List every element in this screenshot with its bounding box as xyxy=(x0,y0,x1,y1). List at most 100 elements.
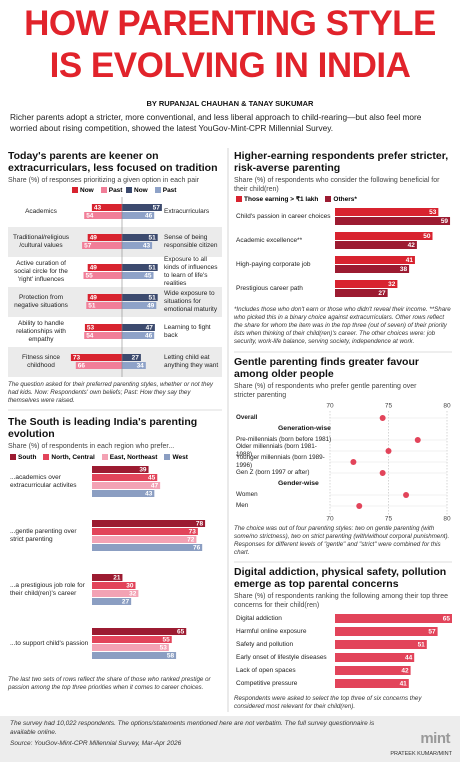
value-label: 27 xyxy=(132,355,140,362)
value-label: 46 xyxy=(145,333,153,340)
value-label: 57 xyxy=(84,243,92,250)
legend-swatch xyxy=(126,187,132,193)
chart-title: Today's parents are keener on extracurri… xyxy=(8,150,218,174)
legend-swatch xyxy=(100,187,107,193)
bar xyxy=(335,627,438,636)
legend: Those earning > ₹1 lakh Others* xyxy=(236,196,357,204)
bar xyxy=(335,280,398,288)
bar xyxy=(122,272,154,279)
category-label: Safety and pollution xyxy=(236,640,294,648)
bar xyxy=(84,212,122,219)
value-label: 32 xyxy=(388,281,396,288)
bar xyxy=(92,652,177,659)
bar xyxy=(92,474,158,481)
value-label: 65 xyxy=(443,616,451,623)
footer-band xyxy=(0,716,460,762)
group-label: Gender-wise xyxy=(278,480,319,487)
bar xyxy=(92,528,198,535)
value-label: 42 xyxy=(401,668,409,675)
chart-title: Digital addiction, physical safety, poll… xyxy=(234,566,447,590)
legend-swatch xyxy=(10,454,16,460)
legend-item: Now xyxy=(126,187,148,195)
chart-note: The question asked for their preferred p… xyxy=(8,381,213,404)
category-label: Lack of open spaces xyxy=(236,666,296,674)
right-label: Learning to fight back xyxy=(164,324,211,339)
category-label: ...to support child's passion xyxy=(10,639,89,647)
value-label: 76 xyxy=(193,545,201,552)
bar xyxy=(82,242,122,249)
bar xyxy=(92,482,161,489)
value-label: 53 xyxy=(160,645,168,652)
value-label: 27 xyxy=(378,290,386,297)
chart-subtitle: Share (%) of respondents ranking the fol… xyxy=(234,593,449,609)
dot xyxy=(385,448,392,454)
bar xyxy=(122,212,155,219)
bar xyxy=(92,490,155,497)
bar xyxy=(335,614,452,623)
bar xyxy=(92,466,149,473)
value-label: 21 xyxy=(113,575,121,582)
legend: Now Past xyxy=(72,187,122,195)
chart-subtitle: Share (%) of respondents who consider th… xyxy=(234,177,440,193)
legend-item: South xyxy=(10,454,36,462)
value-label: 43 xyxy=(94,205,102,212)
bar xyxy=(335,289,388,297)
right-label: Exposure to all kinds of influences to l… xyxy=(164,256,218,287)
bar xyxy=(87,264,122,271)
bar xyxy=(335,679,409,688)
value-label: 44 xyxy=(405,655,413,662)
x-tick-label: 80 xyxy=(443,516,451,523)
bar xyxy=(335,208,439,216)
value-label: 65 xyxy=(177,629,185,636)
category-label: Early onset of lifestyle diseases xyxy=(236,653,327,661)
legend-label: Past xyxy=(108,187,123,194)
legend-swatch xyxy=(236,196,242,202)
footer-note: The survey had 10,022 respondents. The o… xyxy=(10,720,375,736)
value-label: 51 xyxy=(418,642,426,649)
bar xyxy=(92,574,123,581)
legend-swatch xyxy=(154,187,161,193)
legend: Now Past xyxy=(126,187,176,195)
chart-note: The choice was out of four parenting sty… xyxy=(234,525,450,556)
bar xyxy=(92,598,132,605)
legend-label: Now xyxy=(80,187,94,194)
category-label: Academic excellence** xyxy=(236,236,303,244)
value-label: 34 xyxy=(137,363,145,370)
value-label: 66 xyxy=(78,363,86,370)
legend-label: South xyxy=(18,454,37,461)
value-label: 43 xyxy=(143,243,151,250)
category-label: ...gentle parenting over strict parentin… xyxy=(10,527,77,543)
value-label: 39 xyxy=(139,467,147,474)
bar xyxy=(84,324,122,331)
bar xyxy=(122,332,155,339)
bar xyxy=(91,204,122,211)
value-label: 58 xyxy=(167,653,175,660)
legend-item: East, Northeast xyxy=(101,454,157,462)
legend-swatch xyxy=(72,187,78,193)
chart-subtitle: Share (%) of respondents in each region … xyxy=(8,443,175,450)
bar xyxy=(92,628,187,635)
bar xyxy=(122,302,157,309)
left-label: Protection from negative situations xyxy=(14,294,68,309)
bar xyxy=(335,241,417,249)
legend-item: Those earning > ₹1 lakh xyxy=(236,196,318,204)
value-label: 78 xyxy=(196,521,204,528)
dot xyxy=(379,415,386,421)
value-label: 41 xyxy=(406,257,414,264)
dot xyxy=(403,492,410,498)
category-label: Harmful online exposure xyxy=(236,627,307,635)
legend-label: North, Central xyxy=(51,454,95,461)
value-label: 41 xyxy=(400,681,408,688)
value-label: 57 xyxy=(153,205,161,212)
bar xyxy=(92,590,139,597)
value-label: 49 xyxy=(90,265,98,272)
legend-label: West xyxy=(172,454,188,461)
value-label: 51 xyxy=(148,265,156,272)
chart-title: The South is leading India's parenting e… xyxy=(8,416,198,440)
bar xyxy=(86,302,122,309)
value-label: 51 xyxy=(88,303,96,310)
category-label: Younger millennials (born 1989-1996) xyxy=(236,454,325,469)
legend-item: Now xyxy=(72,187,94,195)
legend: South North, Central East, Northeast West xyxy=(10,454,188,462)
bar xyxy=(122,264,158,271)
